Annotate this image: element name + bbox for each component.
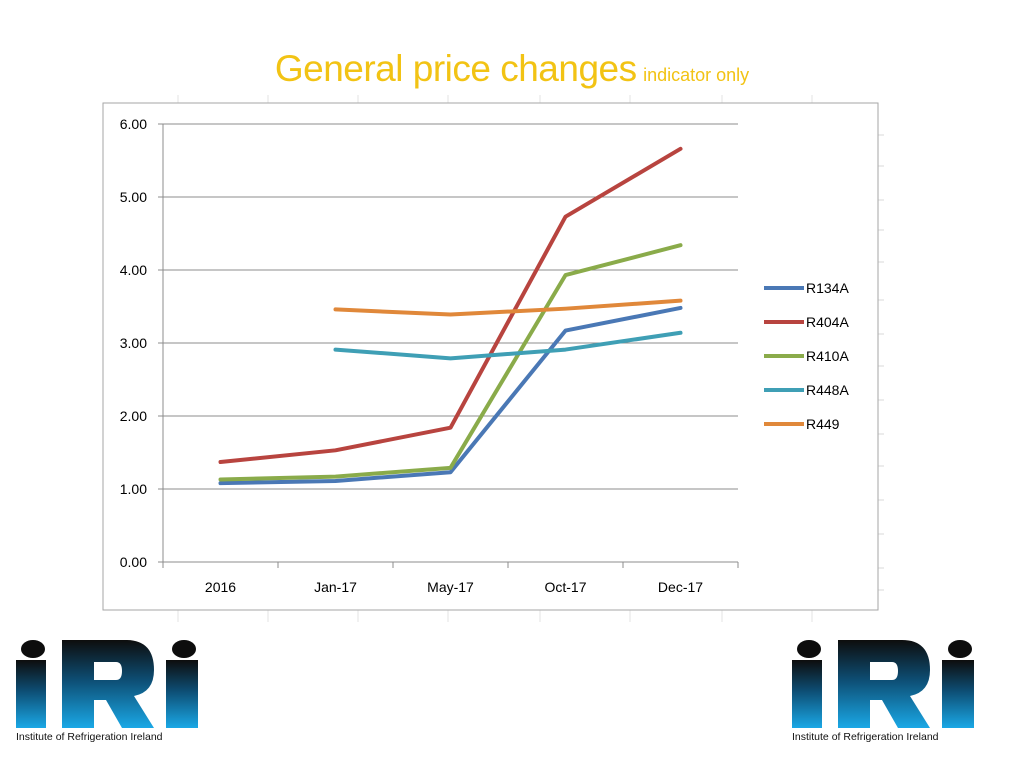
x-tick-labels: 2016 Jan-17 May-17 Oct-17 Dec-17 [205, 579, 703, 595]
x-tick-label: May-17 [427, 579, 474, 595]
x-tick-label: 2016 [205, 579, 236, 595]
series-line-r449 [333, 298, 683, 317]
slide-title-subtitle: indicator only [643, 65, 750, 85]
y-tick-label: 0.00 [120, 554, 147, 570]
y-tick-labels: 0.00 1.00 2.00 3.00 4.00 5.00 6.00 [120, 116, 147, 570]
legend-label-r448a: R448A [806, 382, 849, 398]
logo-caption: Institute of Refrigeration Ireland [792, 731, 939, 743]
legend-label-r410a: R410A [806, 348, 849, 364]
series-line-r134a [218, 305, 683, 486]
y-tick-label: 4.00 [120, 262, 147, 278]
logo-caption: Institute of Refrigeration Ireland [16, 731, 163, 743]
y-tick-label: 5.00 [120, 189, 147, 205]
series-line-r404a [218, 146, 683, 464]
x-tick-label: Oct-17 [544, 579, 586, 595]
y-tick-label: 2.00 [120, 408, 147, 424]
iri-logo-right: Institute of Refrigeration Ireland [792, 640, 976, 746]
legend-label-r449: R449 [806, 416, 840, 432]
series-lines [218, 146, 683, 486]
slide-title-main: General price changes [274, 48, 637, 89]
x-tick-label: Jan-17 [314, 579, 357, 595]
y-tick-label: 6.00 [120, 116, 147, 132]
gridlines [163, 123, 738, 490]
legend-label-r404a: R404A [806, 314, 849, 330]
axes [158, 123, 739, 568]
y-tick-label: 3.00 [120, 335, 147, 351]
iri-logo-left: Institute of Refrigeration Ireland [16, 640, 200, 746]
series-line-r410a [218, 243, 683, 482]
series-line-r448a [333, 330, 683, 361]
iri-logo-mark [16, 640, 198, 728]
legend-label-r134a: R134A [806, 280, 849, 296]
iri-logo-mark [792, 640, 974, 728]
x-tick-label: Dec-17 [658, 579, 703, 595]
y-tick-label: 1.00 [120, 481, 147, 497]
slide-title: General price changes indicator only [0, 48, 1024, 90]
legend: R134A R404A R410A R448A R449 [764, 280, 849, 432]
